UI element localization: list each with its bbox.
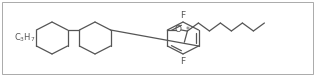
Text: O: O <box>175 25 182 34</box>
Text: *: * <box>186 26 189 35</box>
Text: $\mathrm{C_3H_7}$: $\mathrm{C_3H_7}$ <box>14 32 35 44</box>
Text: F: F <box>180 10 186 20</box>
Text: F: F <box>180 56 186 66</box>
